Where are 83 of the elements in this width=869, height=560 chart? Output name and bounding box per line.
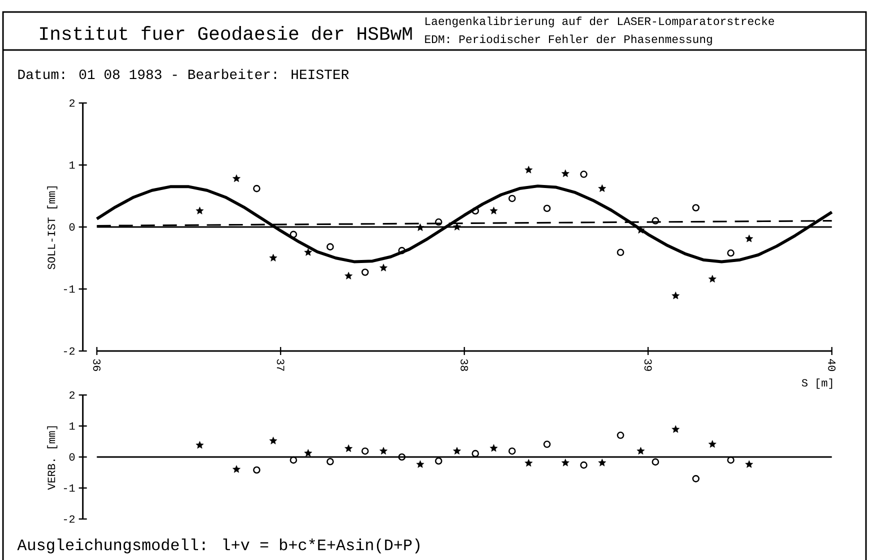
point: [232, 174, 240, 182]
y-tick-label: -1: [64, 484, 75, 492]
point: [616, 432, 624, 439]
point: [453, 446, 461, 454]
point: [561, 170, 570, 178]
point: [290, 230, 298, 238]
point: [708, 440, 716, 448]
point: [290, 456, 298, 464]
y-tick-label: 1: [70, 422, 75, 430]
y-axis-title: VERB. [mm]: [47, 426, 58, 490]
point: [380, 446, 388, 454]
point: [616, 248, 624, 256]
x-tick-label: 38: [460, 359, 468, 371]
y-tick-label: 0: [69, 223, 75, 231]
point: [524, 459, 533, 467]
point: [304, 449, 312, 457]
point: [344, 444, 353, 452]
y-axis-title: SOLL-IST [mm]: [47, 186, 58, 270]
point: [672, 425, 680, 433]
point: [434, 457, 442, 465]
point: [326, 458, 334, 466]
point: [253, 184, 260, 192]
point: [380, 264, 388, 272]
point: [326, 243, 334, 250]
point: [398, 453, 406, 461]
x-tick-label: 36: [93, 359, 101, 371]
text: Ausgleichungsmodell: l+v = b+c*E+Asin(D+P): [17, 538, 420, 554]
point: [580, 461, 588, 469]
text: EDM: Periodischer Fehler der Phasenmessung: [425, 34, 712, 46]
point: [196, 206, 204, 214]
y-tick-label: -1: [64, 285, 75, 293]
y-tick-label: 0: [69, 453, 75, 461]
point: [269, 254, 278, 262]
point: [745, 234, 754, 242]
point: [490, 206, 498, 214]
line-series: [95, 184, 834, 264]
point: [398, 246, 406, 254]
point: [416, 223, 424, 231]
y-tick-label: 2: [70, 391, 75, 399]
point: [490, 444, 498, 452]
point: [416, 460, 424, 468]
point: [253, 466, 260, 474]
chart-subtitle: Laengenkalibrierung auf der LASER-Lomparatorstrecke: [426, 16, 774, 28]
point: [304, 248, 312, 256]
x-axis-title: S [m]: [802, 378, 832, 389]
point: [508, 194, 516, 202]
point: [598, 184, 606, 192]
x-tick-label: 37: [276, 359, 284, 371]
point: [344, 272, 353, 280]
point: [745, 460, 754, 468]
point: [543, 440, 551, 448]
y-tick-label: 2: [70, 99, 75, 107]
point: [543, 204, 551, 212]
text: Datum: 01 08 1983 - Bearbeiter: HEISTER: [18, 68, 349, 80]
x-tick-label: 39: [644, 359, 652, 371]
point: [269, 436, 278, 444]
point: [196, 441, 204, 449]
point: [636, 226, 645, 234]
point: [361, 447, 369, 455]
point: [692, 204, 700, 212]
point: [434, 218, 442, 226]
point: [727, 456, 734, 464]
chart-title: Institut fuer Geodaesie der HSBwM: [40, 26, 412, 40]
point: [727, 249, 734, 257]
point: [708, 274, 716, 282]
point: [508, 447, 516, 455]
point: [472, 450, 480, 458]
y-tick-label: -2: [64, 347, 75, 355]
point: [472, 207, 480, 215]
point: [232, 465, 240, 473]
y-tick-label: 1: [70, 161, 75, 169]
point: [636, 446, 645, 454]
point: [580, 170, 588, 178]
point: [561, 458, 570, 466]
point: [361, 268, 369, 276]
point: [598, 458, 606, 466]
point: [672, 292, 680, 300]
point: [652, 458, 660, 466]
point: [692, 475, 700, 482]
y-tick-label: -2: [64, 515, 75, 523]
point: [524, 166, 533, 174]
point: [652, 217, 660, 224]
x-tick-label: 40: [828, 359, 836, 371]
